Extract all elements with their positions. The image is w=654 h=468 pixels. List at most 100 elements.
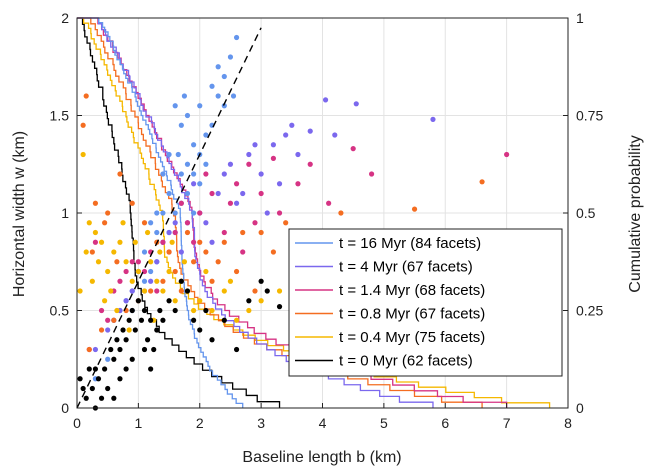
scatter-point: [92, 346, 99, 353]
scatter-point: [276, 288, 283, 294]
scatter-point: [123, 268, 129, 275]
scatter-point: [181, 259, 188, 265]
scatter-point: [92, 366, 99, 372]
scatter-point: [117, 171, 123, 177]
scatter-point: [227, 278, 234, 284]
scatter-point: [184, 288, 191, 294]
scatter-point: [138, 317, 145, 323]
cdf-curve: [77, 17, 551, 408]
scatter-point: [221, 103, 227, 109]
scatter-point: [144, 229, 151, 236]
scatter-point: [283, 132, 289, 138]
scatter-point: [141, 220, 148, 226]
scatter-point: [157, 307, 163, 314]
scatter-point: [77, 288, 83, 294]
scatter-point: [80, 151, 86, 158]
scatter-point: [270, 249, 276, 255]
scatter-point: [307, 128, 313, 134]
y-tick-label: 1.5: [50, 108, 70, 124]
scatter-point: [203, 268, 209, 275]
scatter-point: [126, 317, 132, 323]
scatter-point: [148, 317, 154, 323]
scatter-point: [123, 298, 129, 304]
scatter-point: [129, 356, 135, 362]
scatter-point: [98, 395, 105, 401]
scatter-point: [178, 249, 184, 255]
scatter-point: [123, 259, 129, 265]
scatter-point: [135, 268, 141, 275]
scatter-point: [172, 103, 178, 109]
scatter-point: [215, 190, 221, 197]
scatter-point: [197, 181, 203, 187]
scatter-point: [166, 229, 172, 236]
scatter-point: [246, 151, 252, 158]
scatter-point: [233, 34, 240, 41]
scatter-point: [197, 298, 203, 304]
scatter-point: [353, 101, 359, 107]
scatter-point: [148, 278, 154, 284]
scatter-point: [172, 307, 178, 314]
scatter-point: [209, 190, 215, 197]
scatter-point: [209, 307, 215, 314]
scatter-point: [144, 337, 151, 343]
scatter-point: [160, 288, 166, 294]
scatter-point: [86, 220, 92, 226]
scatter-point: [227, 200, 234, 206]
scatter-point: [197, 327, 203, 333]
scatter-point: [178, 200, 184, 206]
scatter-point: [129, 278, 135, 284]
scatter-point: [172, 220, 178, 226]
scatter-point: [221, 317, 227, 323]
scatter-point: [178, 122, 184, 128]
scatter-point: [184, 229, 191, 236]
scatter-point: [430, 116, 436, 122]
scatter-point: [105, 317, 111, 323]
legend: t = 16 Myr (84 facets) t = 4 Myr (67 face…: [288, 228, 563, 377]
scatter-point: [258, 229, 264, 236]
scatter-point: [117, 346, 123, 353]
scatter-point: [166, 298, 172, 304]
scatter-point: [258, 278, 264, 284]
cdf-curve: [77, 17, 281, 408]
scatter-point: [77, 376, 83, 382]
scatter-point: [221, 288, 227, 294]
x-tick-label: 5: [380, 415, 388, 431]
scatter-point: [230, 93, 237, 99]
scatter-point: [276, 210, 283, 216]
scatter-point: [111, 395, 117, 401]
scatter-point: [246, 298, 252, 304]
scatter-point: [203, 307, 209, 314]
scatter-point: [197, 210, 203, 216]
scatter-point: [264, 288, 270, 294]
scatter-point: [86, 346, 92, 353]
scatter-point: [135, 298, 141, 304]
scatter-point: [295, 151, 301, 158]
scatter-point: [203, 171, 209, 177]
scatter-point: [102, 366, 108, 372]
dashed-line: [76, 27, 262, 409]
scatter-point: [191, 210, 197, 216]
scatter-point: [191, 181, 197, 187]
scatter-point: [160, 171, 166, 177]
scatter-point: [221, 171, 227, 177]
scatter-point: [102, 298, 108, 304]
scatter-point: [369, 171, 375, 177]
cdf-curve: [77, 17, 434, 408]
scatter-point: [289, 122, 295, 128]
scatter-point: [479, 179, 485, 185]
scatter-point: [129, 200, 135, 206]
y2-tick-label: 0.5: [576, 205, 596, 221]
scatter-point: [141, 249, 148, 255]
scatter-point: [117, 376, 123, 382]
scatter-point: [191, 239, 197, 245]
x-tick-label: 6: [441, 415, 449, 431]
scatter-point: [98, 239, 105, 245]
scatter-point: [120, 220, 126, 226]
y-tick-label: 0: [61, 400, 69, 416]
scatter-point: [98, 307, 105, 314]
y2-tick-label: 0.25: [576, 303, 603, 319]
scatter-point: [148, 259, 154, 265]
scatter-point: [148, 220, 154, 226]
scatter-point: [209, 83, 215, 89]
